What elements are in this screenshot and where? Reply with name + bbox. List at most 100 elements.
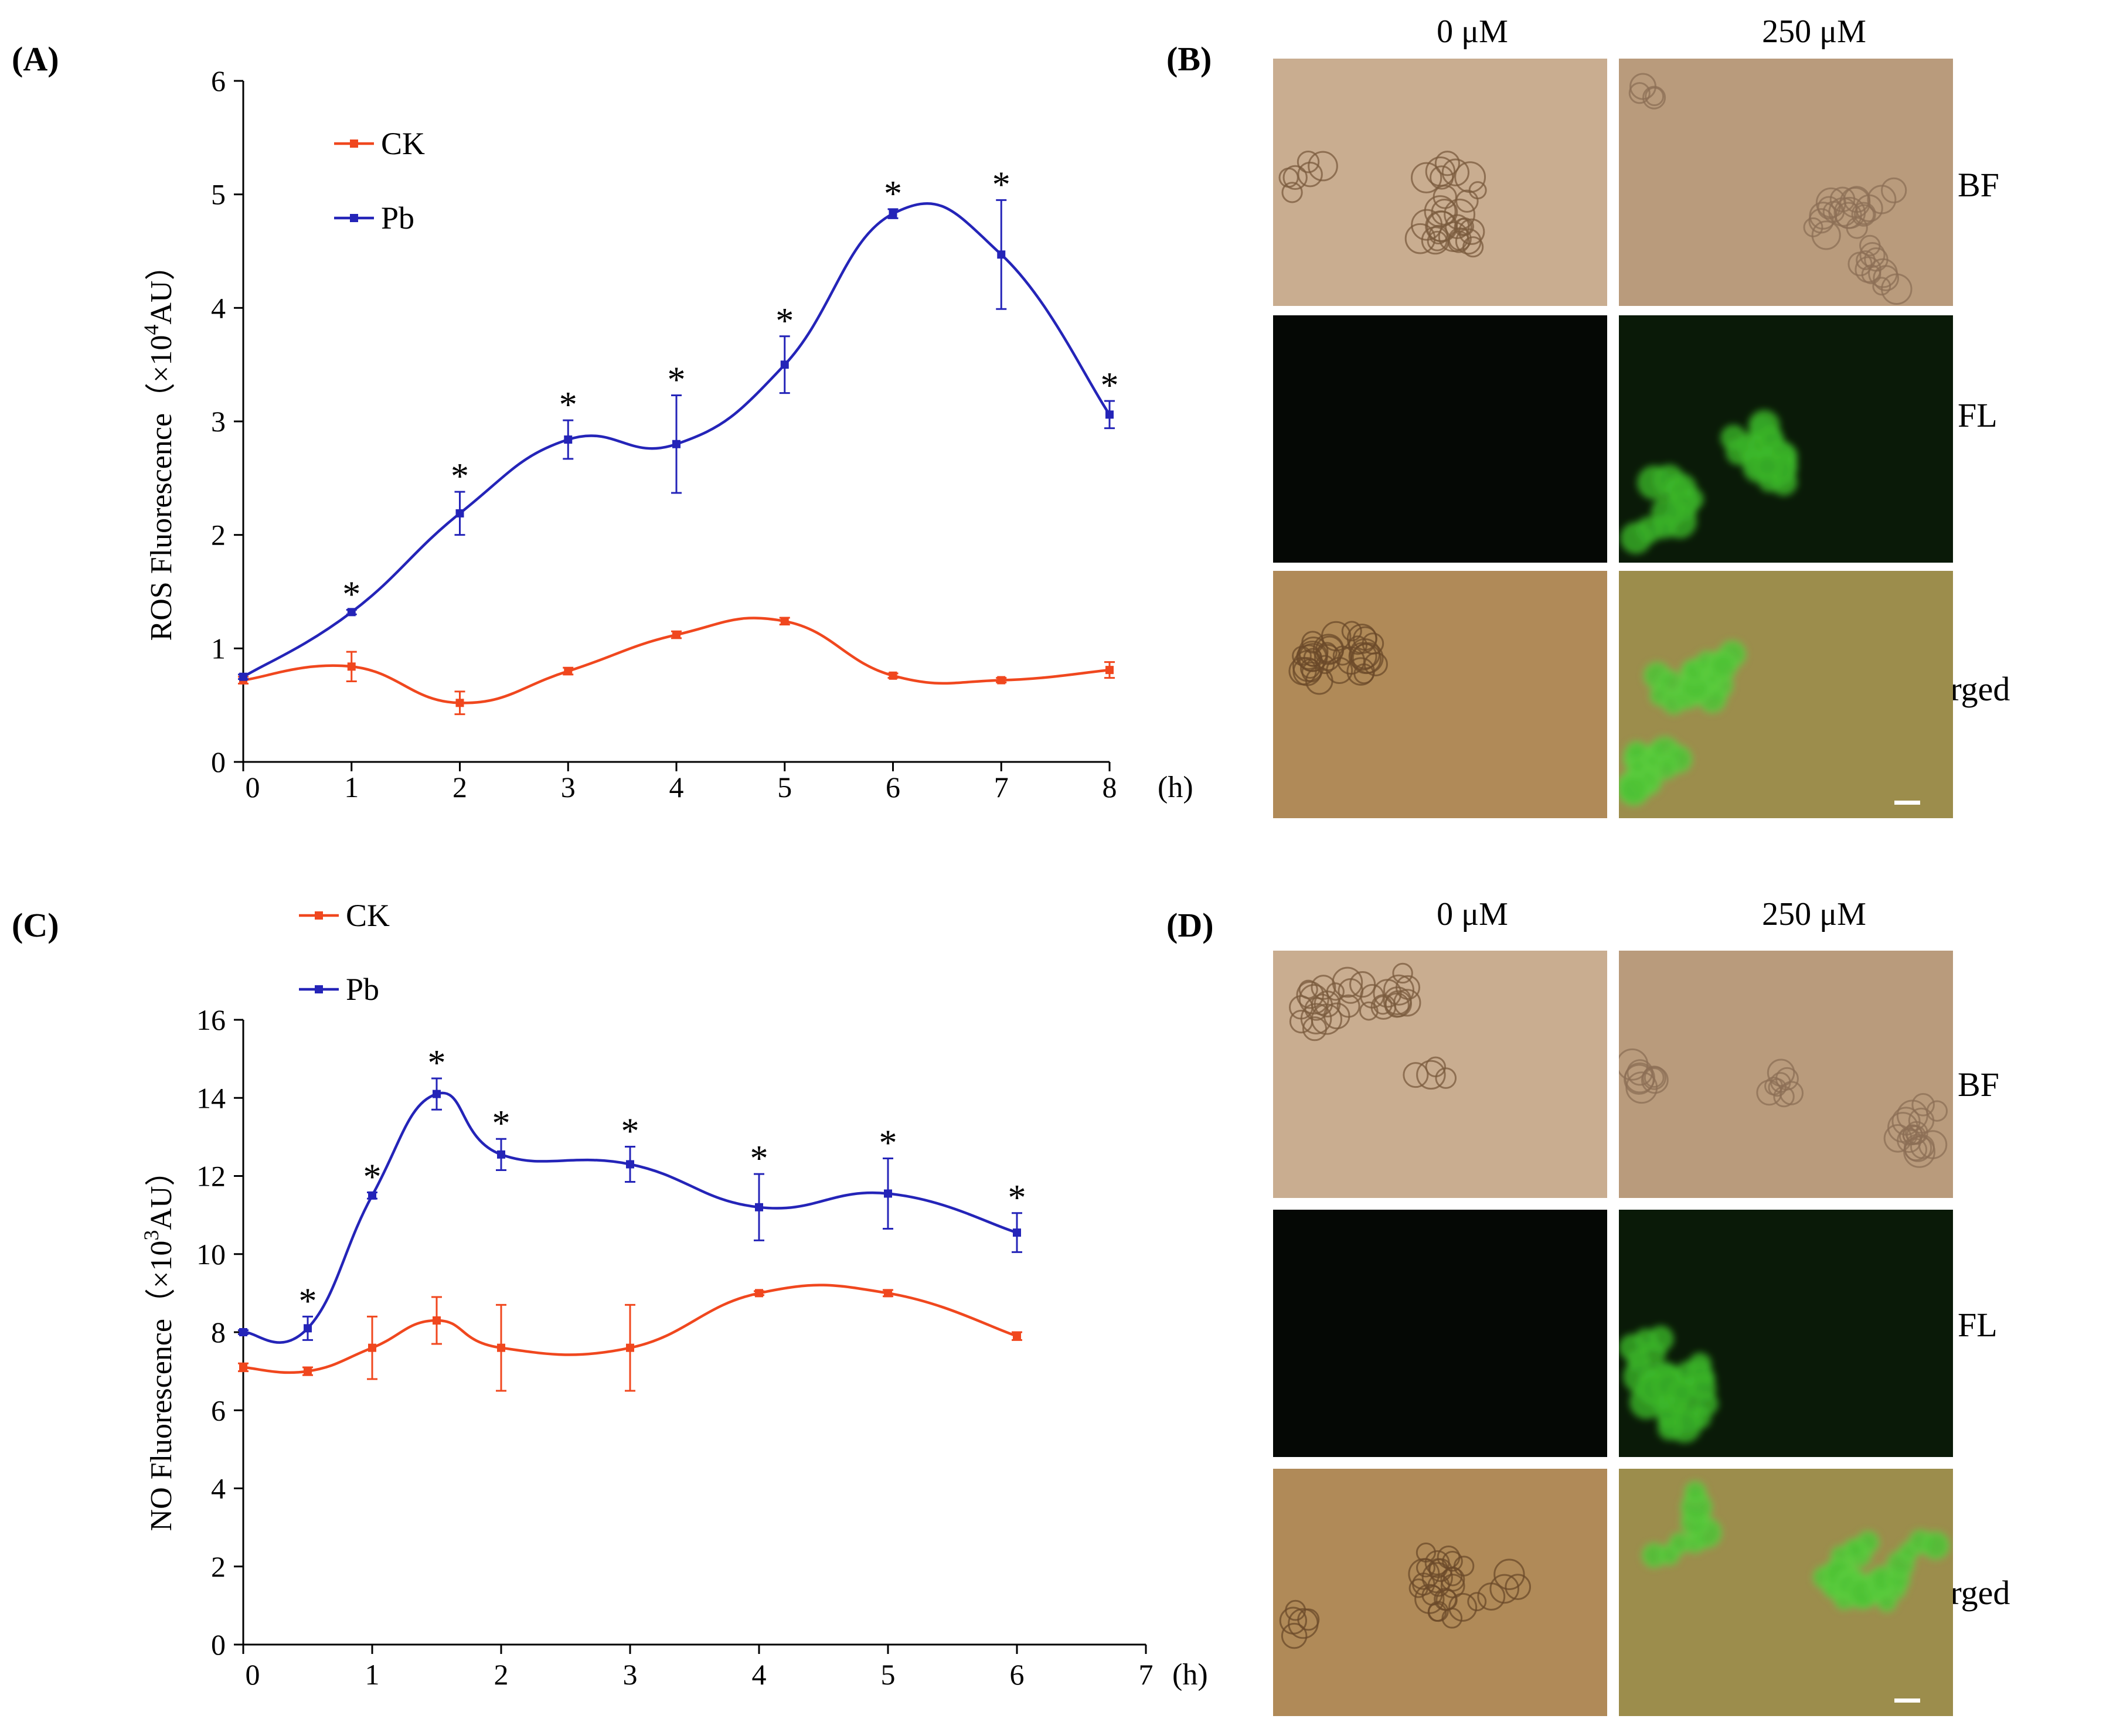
chart-c-y-tick-label: 6 xyxy=(211,1394,226,1427)
chart-c-y-tick-label: 12 xyxy=(196,1160,226,1193)
grid-b-image-0um-bf-cell xyxy=(1441,158,1470,186)
grid-b-image-0um-bf-cell xyxy=(1468,181,1487,200)
chart-c-series-pb xyxy=(238,1077,1022,1344)
chart-a-series-ck-point xyxy=(780,617,789,625)
grid-d-image-250um-bf-cell xyxy=(1767,1058,1795,1087)
chart-a-significance-star: * xyxy=(992,165,1010,205)
chart-a-x-tick-label: 0 xyxy=(246,771,260,804)
grid-d-image-250um-fl-cell xyxy=(1669,1380,1695,1405)
chart-c-series-pb-point xyxy=(304,1324,312,1333)
chart-a-series-pb-line xyxy=(242,202,1111,678)
chart-a-series-ck-point xyxy=(1105,666,1114,675)
grid-b-image-250um-bf-cell xyxy=(1847,251,1873,277)
chart-c-y-tick-label: 14 xyxy=(196,1081,226,1114)
chart-a-ylabel-exponent: 4 xyxy=(139,325,163,335)
chart-a-legend-pb: Pb xyxy=(334,200,414,236)
grid-b-image-250um-bf-cell xyxy=(1817,196,1841,220)
grid-d-image-250um-bf-cell xyxy=(1906,1125,1926,1145)
chart-a-y-axis-label: ROS Fluorescence（×104AU） xyxy=(139,250,178,641)
grid-b-image-0um-bf-cell xyxy=(1424,195,1457,228)
grid-d-image-250um-merged-cells xyxy=(1641,1481,1950,1612)
grid-b-image-0um-merged-cell xyxy=(1326,656,1353,684)
grid-b-image-0um-bf-content xyxy=(1273,59,1607,306)
grid-b-image-250um-fl xyxy=(1619,315,1953,563)
chart-a-series xyxy=(238,199,1115,716)
chart-c-y-tick-label: 4 xyxy=(211,1472,226,1505)
micrograph-grid-b: 0 μM 250 μM BF FL Merged xyxy=(1273,13,2010,818)
chart-a-legend-pb-marker xyxy=(350,214,358,222)
chart-a-significance-star: * xyxy=(884,174,902,214)
grid-b-image-250um-bf-cell xyxy=(1645,87,1665,107)
grid-b-image-250um-bf-cell xyxy=(1861,264,1881,284)
chart-a-significance-star: * xyxy=(559,385,577,425)
grid-d-image-250um-bf-cell xyxy=(1641,1066,1669,1094)
grid-b-image-0um-fl xyxy=(1273,315,1607,563)
grid-b-image-0um-bf-cell xyxy=(1430,165,1454,190)
chart-a-significance: * * * * * * * * xyxy=(342,165,1118,614)
chart-c-legend-ck: CK xyxy=(299,898,390,933)
chart-c-series-ck-point xyxy=(497,1343,505,1352)
grid-b-image-250um-merged-cell xyxy=(1619,772,1651,806)
chart-c-series-pb-line xyxy=(243,1091,1018,1344)
chart-a-y-tick-label: 5 xyxy=(211,178,226,211)
chart-a-significance-star: * xyxy=(668,360,686,400)
grid-b-image-0um-merged-cell xyxy=(1352,642,1384,674)
chart-c-legend-pb-label: Pb xyxy=(346,972,379,1007)
grid-b-image-250um-merged-content xyxy=(1619,571,1953,818)
chart-c-x-tick-label: 4 xyxy=(752,1658,767,1691)
chart-c-series-pb-point xyxy=(433,1090,441,1098)
grid-b-image-250um-bf-content xyxy=(1619,59,1953,306)
grid-d-image-0um-bf-cell xyxy=(1416,1060,1446,1090)
grid-b-image-0um-merged xyxy=(1273,571,1607,818)
grid-b-image-250um-fl-cell xyxy=(1620,522,1652,554)
grid-d-image-250um-bf-cell xyxy=(1887,1112,1918,1143)
grid-d-image-250um-bf-cell xyxy=(1918,1130,1948,1159)
chart-a-series-ck xyxy=(238,617,1115,716)
chart-c-x-unit: (h) xyxy=(1172,1658,1208,1691)
grid-b-image-0um-bf-cell xyxy=(1425,156,1456,187)
chart-c-x-tick-label: 0 xyxy=(246,1658,260,1691)
chart-c-series-pb-point xyxy=(755,1203,763,1211)
chart-a-y-tick-label: 2 xyxy=(211,519,226,552)
chart-a-legend-pb-label: Pb xyxy=(381,200,414,236)
grid-d-image-0um-bf-cell xyxy=(1383,974,1414,1006)
chart-a-x-tick-label: 6 xyxy=(886,771,900,804)
chart-a-series-pb-point xyxy=(564,435,573,444)
grid-d-image-250um-fl-cells xyxy=(1619,1326,1719,1443)
chart-c-series-ck-point xyxy=(1013,1332,1021,1340)
grid-b-image-250um-merged-cell xyxy=(1707,651,1738,681)
chart-c-y-tick-label: 10 xyxy=(196,1238,226,1271)
grid-d-image-0um-bf-cell xyxy=(1384,992,1410,1018)
chart-c-series xyxy=(238,1077,1022,1392)
chart-c-y-tick-label: 16 xyxy=(196,1003,226,1036)
panel-label-d: (D) xyxy=(1166,906,1214,944)
chart-c-series-pb-point xyxy=(1013,1228,1021,1237)
grid-d-image-0um-bf-cell xyxy=(1326,982,1345,1001)
chart-c-series-ck-point xyxy=(368,1343,376,1352)
chart-a-x-unit: (h) xyxy=(1158,771,1193,804)
chart-c-series-pb-point xyxy=(497,1150,505,1159)
grid-b-image-250um-bf-cell xyxy=(1851,202,1876,227)
grid-b-image-0um-bf-cells xyxy=(1278,150,1487,258)
chart-a-x-tick-label: 1 xyxy=(344,771,359,804)
chart-a-series-pb-point xyxy=(889,209,897,218)
chart-c-x-tick-label: 7 xyxy=(1139,1658,1154,1691)
grid-d-image-0um-bf-cell xyxy=(1393,989,1421,1017)
grid-d-image-0um-bf-cell xyxy=(1298,984,1329,1015)
grid-d-image-0um-merged-cell xyxy=(1489,1574,1520,1604)
grid-d-image-0um-merged-cell xyxy=(1288,1608,1319,1639)
grid-b-image-250um-bf-cell xyxy=(1815,187,1846,218)
grid-d-image-0um-bf-cell xyxy=(1435,1067,1457,1089)
micrograph-grid-d: 0 μM 250 μM BF FL Merged xyxy=(1273,896,2010,1716)
chart-c-ylabel-unit-post: AU） xyxy=(145,1156,178,1230)
chart-a-series-pb xyxy=(238,199,1115,681)
grid-d-image-0um-merged-content xyxy=(1273,1469,1607,1716)
grid-b-image-250um-bf-cell xyxy=(1642,86,1666,110)
chart-a-series-pb-point xyxy=(347,608,356,617)
chart-c-significance: * * * * * * * * xyxy=(299,1043,1026,1321)
grid-d-image-250um-bf-cells xyxy=(1619,1048,1948,1168)
chart-c-significance-star: * xyxy=(621,1112,639,1152)
grid-b-image-0um-bf-cell xyxy=(1426,210,1458,243)
